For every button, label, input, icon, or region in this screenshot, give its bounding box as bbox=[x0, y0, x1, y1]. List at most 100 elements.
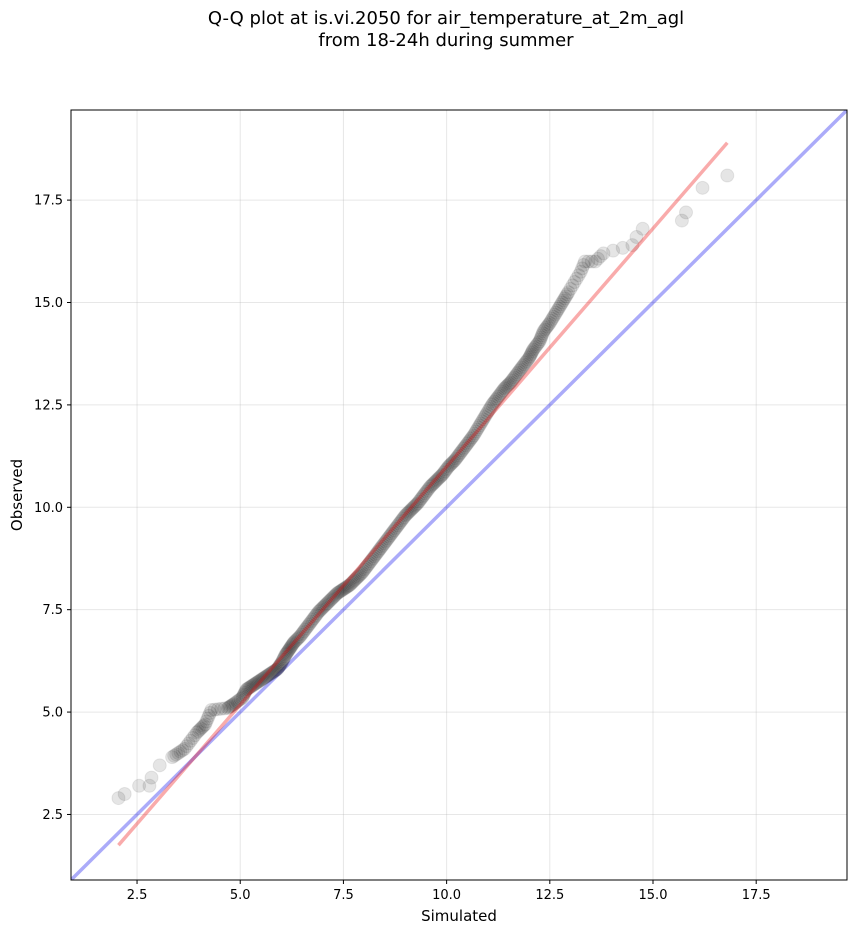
qq-point bbox=[314, 602, 329, 617]
qq-point bbox=[312, 603, 327, 618]
qq-point bbox=[514, 360, 529, 375]
qq-point bbox=[471, 420, 486, 435]
qq-point bbox=[540, 319, 555, 334]
qq-point bbox=[491, 389, 506, 404]
qq-point bbox=[253, 673, 268, 688]
qq-point bbox=[567, 275, 582, 290]
qq-point bbox=[507, 370, 522, 385]
qq-point bbox=[369, 546, 384, 561]
qq-point bbox=[390, 518, 405, 533]
chart-title-line-1: Q-Q plot at is.vi.2050 for air_temperatu… bbox=[207, 8, 685, 29]
qq-point bbox=[359, 559, 374, 574]
qq-point bbox=[537, 322, 552, 337]
qq-point bbox=[267, 663, 282, 678]
qq-point bbox=[429, 473, 444, 488]
qq-point bbox=[560, 287, 575, 302]
qq-point bbox=[345, 575, 360, 590]
qq-point bbox=[196, 718, 211, 733]
qq-point bbox=[520, 352, 535, 367]
y-tick-label: 7.5 bbox=[42, 603, 63, 618]
x-axis-label: Simulated bbox=[421, 907, 497, 925]
qq-point bbox=[269, 662, 284, 677]
qq-point bbox=[492, 388, 507, 403]
qq-point bbox=[363, 554, 378, 569]
qq-point bbox=[210, 702, 225, 717]
qq-point bbox=[231, 693, 246, 708]
qq-point bbox=[531, 336, 546, 351]
qq-point bbox=[451, 448, 466, 463]
qq-point bbox=[475, 414, 490, 429]
qq-point bbox=[311, 604, 326, 619]
qq-point bbox=[558, 289, 573, 304]
qq-point bbox=[241, 680, 256, 695]
qq-point bbox=[577, 254, 592, 269]
axis-ticks: 2.5 5.0 7.5 10.0 12.5 15.0 17.5 2.5 5.0 7.5 10.0 12… bbox=[34, 194, 771, 903]
qq-point bbox=[519, 354, 534, 369]
qq-point bbox=[523, 347, 538, 362]
qq-point bbox=[428, 474, 443, 489]
qq-point bbox=[228, 695, 243, 710]
x-tick-label: 7.5 bbox=[333, 888, 354, 903]
qq-point bbox=[305, 612, 320, 627]
qq-point bbox=[302, 616, 317, 631]
plot-frame bbox=[70, 109, 848, 881]
qq-point bbox=[526, 342, 541, 357]
qq-point bbox=[378, 534, 393, 549]
qq-point bbox=[223, 699, 238, 714]
qq-point bbox=[274, 655, 289, 670]
qq-point bbox=[348, 571, 363, 586]
qq-point bbox=[410, 496, 425, 511]
y-tick-label: 15.0 bbox=[34, 296, 63, 311]
qq-point bbox=[485, 397, 500, 412]
qq-point bbox=[556, 293, 571, 308]
qq-point bbox=[405, 501, 420, 516]
qq-point bbox=[590, 251, 605, 266]
qq-point bbox=[281, 644, 296, 659]
qq-point bbox=[385, 524, 400, 539]
qq-point bbox=[189, 725, 204, 740]
qq-point bbox=[179, 739, 194, 754]
qq-point bbox=[393, 515, 408, 530]
qq-point bbox=[542, 315, 557, 330]
x-tick-label: 12.5 bbox=[535, 888, 564, 903]
qq-point bbox=[373, 541, 388, 556]
qq-point bbox=[337, 581, 352, 596]
qq-point bbox=[283, 640, 298, 655]
qq-point bbox=[240, 681, 255, 696]
qq-point bbox=[434, 468, 449, 483]
qq-point bbox=[278, 647, 293, 662]
qq-point bbox=[407, 499, 422, 514]
qq-point bbox=[436, 465, 451, 480]
qq-point bbox=[169, 747, 184, 762]
qq-point bbox=[207, 702, 222, 717]
qq-point bbox=[536, 324, 551, 339]
qq-point bbox=[441, 459, 456, 474]
qq-point bbox=[468, 424, 483, 439]
qq-point bbox=[198, 717, 213, 732]
qq-point bbox=[402, 504, 417, 519]
qq-point bbox=[534, 330, 549, 345]
qq-point bbox=[289, 632, 304, 647]
qq-point bbox=[424, 478, 439, 493]
qq-point bbox=[431, 471, 446, 486]
qq-point bbox=[262, 666, 277, 681]
qq-point bbox=[440, 460, 455, 475]
qq-point bbox=[397, 510, 412, 525]
qq-point bbox=[557, 291, 572, 306]
qq-point bbox=[326, 589, 341, 604]
qq-point bbox=[111, 791, 126, 806]
qq-point bbox=[335, 583, 350, 598]
qq-point bbox=[259, 669, 274, 684]
qq-point bbox=[576, 257, 591, 272]
x-tick-label: 2.5 bbox=[127, 888, 148, 903]
qq-point bbox=[551, 301, 566, 316]
qq-point bbox=[439, 462, 454, 477]
qq-point bbox=[322, 593, 337, 608]
qq-point bbox=[381, 531, 396, 546]
qq-point bbox=[430, 472, 445, 487]
qq-point bbox=[317, 598, 332, 613]
qq-point bbox=[388, 521, 403, 536]
qq-point bbox=[342, 578, 357, 593]
qq-point bbox=[404, 502, 419, 517]
qq-point bbox=[398, 508, 413, 523]
